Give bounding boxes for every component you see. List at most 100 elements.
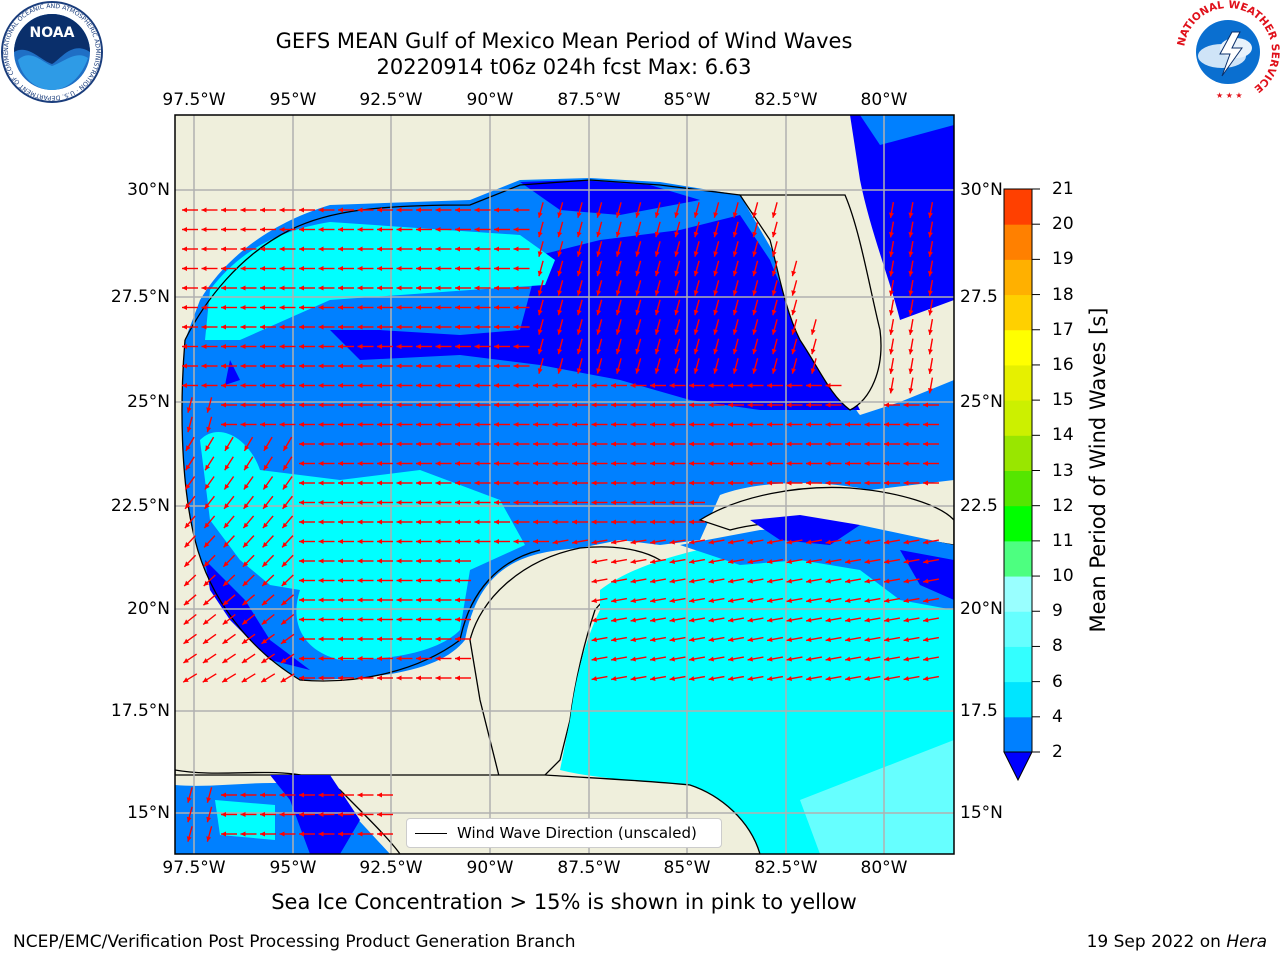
wind-wave-arrowhead <box>513 363 519 369</box>
wind-wave-arrowhead <box>864 480 870 486</box>
wind-wave-arrowhead <box>279 285 285 291</box>
wind-wave-arrowhead <box>923 559 929 564</box>
wind-wave-arrowhead <box>786 383 792 388</box>
wind-wave-arrowhead <box>591 578 597 584</box>
wind-wave-arrowhead <box>650 500 655 505</box>
wind-wave-arrowhead <box>318 831 324 837</box>
wind-wave-arrowhead <box>455 422 460 427</box>
wind-wave-arrowhead <box>455 266 460 271</box>
wind-wave-arrowhead <box>455 675 460 681</box>
wind-wave-arrowhead <box>201 207 207 213</box>
wind-wave-arrowhead <box>557 231 563 238</box>
wind-wave-arrowhead <box>693 290 699 296</box>
wind-wave-arrowhead <box>338 344 343 349</box>
wind-wave-arrowhead <box>201 344 207 349</box>
wind-wave-arrowhead <box>260 812 265 817</box>
wind-wave-arrowhead <box>650 617 656 623</box>
wind-wave-arrowhead <box>650 519 655 525</box>
colorbar-tick-label: 19 <box>1052 249 1074 270</box>
wind-wave-arrowhead <box>240 227 246 232</box>
wind-wave-arrowhead <box>186 797 192 803</box>
wind-wave-arrowhead <box>396 266 402 271</box>
wind-wave-arrowhead <box>338 617 343 622</box>
wind-wave-arrowhead <box>689 578 695 584</box>
colorbar-segment <box>1004 259 1032 296</box>
wind-wave-arrowhead <box>806 656 812 662</box>
wind-wave-arrowhead <box>689 539 695 545</box>
wind-wave-arrowhead <box>243 503 249 509</box>
wind-wave-arrowhead <box>396 305 402 310</box>
wind-wave-arrowhead <box>182 285 187 291</box>
wind-wave-arrowhead <box>708 637 714 642</box>
wind-wave-arrowhead <box>674 251 680 257</box>
wind-wave-arrowhead <box>357 461 363 466</box>
wind-wave-arrowhead <box>552 402 558 408</box>
wind-wave-arrowhead <box>513 422 519 427</box>
wind-wave-arrowhead <box>185 445 191 451</box>
wind-wave-arrowhead <box>693 251 699 257</box>
wind-wave-arrowhead <box>455 578 460 583</box>
wind-wave-arrowhead <box>786 637 792 642</box>
wind-wave-arrowhead <box>572 480 577 486</box>
wind-wave-arrowhead <box>884 422 889 427</box>
wind-wave-arrowhead <box>650 383 655 388</box>
wind-wave-arrowhead <box>279 363 285 369</box>
wind-wave-arrowhead <box>260 363 265 369</box>
wind-wave-arrowhead <box>845 539 851 545</box>
wind-wave-arrowhead <box>513 500 519 505</box>
wind-wave-arrowhead <box>377 285 382 291</box>
wind-wave-arrowhead <box>299 441 304 447</box>
wind-wave-arrowhead <box>611 519 616 525</box>
wind-wave-arrowhead <box>771 270 777 277</box>
wind-wave-arrowhead <box>204 522 210 529</box>
wind-wave-arrowhead <box>416 363 421 369</box>
wind-wave-arrowhead <box>299 227 304 232</box>
wind-wave-arrowhead <box>806 578 812 584</box>
wind-wave-arrowhead <box>416 461 421 466</box>
wind-wave-arrowhead <box>669 422 675 427</box>
wind-wave-arrowhead <box>474 227 480 232</box>
wind-wave-arrowhead <box>806 480 811 486</box>
wind-wave-arrowhead <box>591 656 597 662</box>
wind-wave-arrowhead <box>654 309 660 316</box>
wind-wave-arrowhead <box>299 656 304 661</box>
wind-wave-arrowhead <box>611 656 617 662</box>
wind-wave-arrowhead <box>557 251 563 257</box>
wind-wave-arrowhead <box>903 461 909 466</box>
wind-wave-arrowhead <box>357 539 363 544</box>
wind-wave-arrowhead <box>903 637 909 642</box>
wind-wave-arrowhead <box>435 363 441 369</box>
wind-wave-arrowhead <box>693 270 699 277</box>
wind-wave-arrowhead <box>435 246 441 252</box>
wind-wave-arrowhead <box>299 324 304 330</box>
wind-wave-arrowhead <box>455 500 460 505</box>
wind-wave-arrowhead <box>728 461 733 466</box>
wind-wave-arrowhead <box>262 542 268 548</box>
wind-wave-arrowhead <box>396 285 402 291</box>
wind-wave-arrowhead <box>338 792 343 798</box>
wind-wave-arrowhead <box>474 402 480 408</box>
wind-wave-arrowhead <box>221 344 226 349</box>
wind-wave-arrowhead <box>494 500 499 505</box>
colorbar-tick-label: 6 <box>1052 671 1063 692</box>
wind-wave-arrowhead <box>416 285 421 291</box>
wind-wave-arrowhead <box>396 402 402 408</box>
wind-wave-arrowhead <box>416 656 421 661</box>
wind-wave-arrowhead <box>299 285 304 291</box>
wind-wave-arrowhead <box>182 207 187 213</box>
wind-wave-arrowhead <box>318 402 324 408</box>
lon-label-bottom: 80°W <box>860 858 908 878</box>
wind-wave-arrowhead <box>377 383 382 388</box>
wind-wave-arrowhead <box>377 441 382 447</box>
wind-wave-arrowhead <box>201 285 207 291</box>
wind-wave-arrowhead <box>494 383 499 388</box>
wind-wave-arrowhead <box>396 227 402 232</box>
wind-wave-arrowhead <box>752 270 758 277</box>
wind-wave-arrowhead <box>261 619 268 625</box>
wind-wave-arrowhead <box>281 561 288 567</box>
wind-wave-arrowhead <box>791 348 797 355</box>
wind-wave-arrowhead <box>242 561 249 567</box>
wind-wave-arrowhead <box>261 677 267 683</box>
wind-wave-arrowhead <box>767 441 772 447</box>
wind-wave-arrowhead <box>182 305 187 310</box>
